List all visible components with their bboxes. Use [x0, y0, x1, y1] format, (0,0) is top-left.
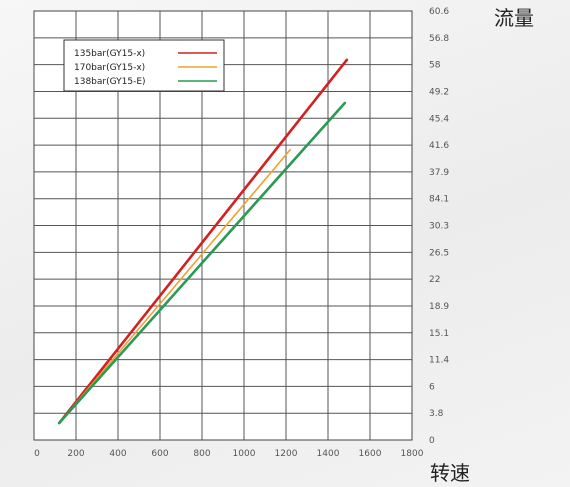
y-tick-label: 15.1 — [429, 329, 449, 339]
y-tick-label: 37.9 — [429, 168, 449, 178]
x-tick-labels: 0 200 400 600 800 1000 1200 1400 1600 1800 — [34, 449, 424, 459]
x-tick-label: 1400 — [317, 449, 340, 459]
y-tick-label: 11.4 — [429, 356, 449, 366]
x-tick-label: 200 — [67, 449, 84, 459]
y-tick-label: 0 — [429, 436, 435, 446]
y-tick-label: 41.6 — [429, 141, 449, 151]
series-line-1 — [57, 58, 349, 425]
y-tick-label: 30.3 — [429, 222, 449, 232]
series-line-2 — [58, 148, 292, 424]
legend-label-1: 135bar(GY15-x) — [74, 49, 145, 59]
y-tick-label: 60.6 — [429, 7, 449, 17]
legend-box — [63, 39, 225, 92]
series-lines — [57, 58, 349, 425]
x-tick-label: 1200 — [275, 449, 298, 459]
y-tick-label: 45.4 — [429, 114, 449, 124]
x-tick-label: 1600 — [359, 449, 382, 459]
y-tick-label: 22 — [429, 275, 440, 285]
y-tick-label: 26.5 — [429, 248, 449, 258]
series-line-3 — [57, 101, 347, 425]
y-tick-labels: 0 3.8 6 11.4 15.1 18.9 22 26.5 30.3 84.1 37.9 41.6 4… — [429, 7, 449, 446]
y-tick-label: 3.8 — [429, 409, 444, 419]
x-tick-label: 0 — [34, 449, 40, 459]
y-tick-label: 18.9 — [429, 302, 449, 312]
x-tick-label: 600 — [151, 449, 168, 459]
x-axis-unit-label: 转速 — [430, 461, 470, 485]
legend: 135bar(GY15-x) 170bar(GY15-x) 138bar(GY1… — [63, 39, 225, 92]
x-tick-label: 800 — [193, 449, 210, 459]
y-axis-unit-label: 流量 — [494, 6, 534, 30]
y-tick-label: 58 — [429, 61, 441, 71]
x-tick-label: 400 — [109, 449, 126, 459]
y-tick-label: 84.1 — [429, 195, 449, 205]
x-tick-label: 1800 — [401, 449, 424, 459]
y-tick-label: 6 — [429, 382, 435, 392]
y-tick-label: 56.8 — [429, 34, 449, 44]
legend-label-3: 138bar(GY15-E) — [74, 77, 146, 87]
y-tick-label: 49.2 — [429, 87, 449, 97]
legend-label-2: 170bar(GY15-x) — [74, 63, 145, 73]
x-tick-label: 1000 — [233, 449, 256, 459]
